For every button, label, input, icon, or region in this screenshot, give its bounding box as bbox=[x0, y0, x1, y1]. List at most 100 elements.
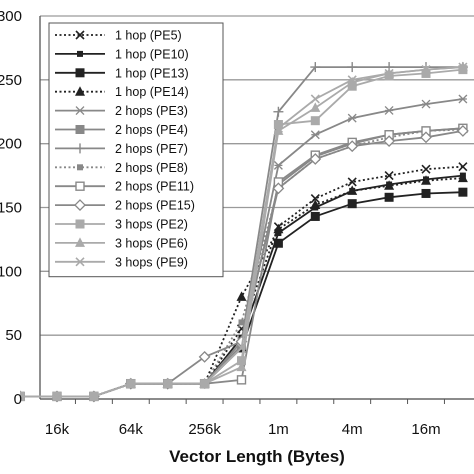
legend-box bbox=[48, 22, 224, 278]
data-point bbox=[273, 120, 283, 130]
data-point bbox=[237, 356, 246, 366]
legend-swatch-marker bbox=[77, 50, 83, 57]
legend-label: 1 hop (PE5) bbox=[115, 29, 182, 43]
legend-label: 2 hops (PE8) bbox=[115, 161, 188, 175]
legend-item: 2 hops (PE11) bbox=[55, 180, 194, 194]
legend-label: 2 hops (PE11) bbox=[115, 180, 194, 194]
data-point bbox=[421, 188, 431, 198]
data-point bbox=[421, 65, 431, 75]
legend-swatch-marker bbox=[74, 199, 86, 212]
data-point bbox=[384, 192, 394, 202]
data-point bbox=[384, 171, 394, 181]
data-point bbox=[273, 238, 283, 248]
data-point bbox=[347, 62, 358, 73]
data-point bbox=[347, 75, 357, 85]
data-point bbox=[309, 153, 322, 165]
data-point bbox=[347, 177, 357, 187]
data-point bbox=[347, 185, 358, 195]
legend-swatch-marker bbox=[75, 143, 85, 154]
data-point bbox=[52, 391, 62, 402]
legend-swatch-marker bbox=[75, 68, 85, 78]
data-point bbox=[126, 379, 136, 389]
x-tick-label: 16m bbox=[411, 421, 440, 438]
series-12 bbox=[20, 62, 468, 402]
data-point bbox=[273, 123, 283, 133]
x-tick-label: 4m bbox=[342, 421, 363, 438]
legend-swatch-marker bbox=[75, 106, 85, 116]
axes bbox=[39, 16, 474, 404]
y-tick-label: 300 bbox=[0, 8, 22, 25]
data-point bbox=[236, 291, 247, 301]
legend-label: 3 hops (PE2) bbox=[115, 218, 188, 232]
data-point bbox=[236, 375, 247, 385]
legend-item: 1 hop (PE10) bbox=[55, 47, 189, 61]
legend-item: 1 hop (PE5) bbox=[55, 29, 182, 43]
data-point bbox=[310, 193, 320, 204]
y-tick-label: 0 bbox=[14, 391, 22, 408]
legend-swatch-marker bbox=[75, 125, 85, 134]
data-point bbox=[421, 175, 431, 185]
series-lines bbox=[20, 61, 469, 403]
data-point bbox=[310, 62, 321, 73]
legend-label: 2 hops (PE7) bbox=[115, 142, 188, 156]
data-point bbox=[163, 379, 173, 389]
legend-label: 2 hops (PE3) bbox=[115, 104, 188, 118]
data-point bbox=[384, 106, 394, 115]
legend-swatch-marker bbox=[75, 86, 85, 96]
data-point bbox=[458, 62, 468, 72]
data-point bbox=[421, 164, 431, 174]
y-tick-label: 50 bbox=[5, 327, 22, 344]
x-axis-label: Vector Length (Bytes) bbox=[169, 447, 345, 466]
data-point bbox=[384, 68, 394, 79]
data-point bbox=[310, 130, 320, 140]
data-point bbox=[310, 199, 321, 209]
data-point bbox=[383, 135, 396, 148]
data-point bbox=[420, 131, 432, 144]
data-point bbox=[238, 319, 245, 326]
legend-item: 2 hops (PE15) bbox=[55, 199, 195, 213]
legend-item: 3 hops (PE2) bbox=[55, 218, 188, 232]
data-point bbox=[272, 182, 285, 195]
y-tick-label: 200 bbox=[0, 136, 22, 153]
legend-swatch-marker bbox=[77, 164, 83, 171]
data-point bbox=[384, 180, 395, 190]
legend-swatch-marker bbox=[75, 237, 85, 247]
legend-label: 2 hops (PE15) bbox=[115, 199, 195, 213]
legend: 1 hop (PE5) 1 hop (PE10) 1 hop (PE13) 1 hop… bbox=[48, 22, 224, 278]
legend-item: 2 hops (PE8) bbox=[55, 161, 188, 175]
data-point bbox=[310, 102, 321, 112]
x-tick-label: 256k bbox=[188, 421, 221, 438]
x-tick-label: 1m bbox=[268, 421, 289, 438]
y-tick-label: 100 bbox=[0, 263, 22, 280]
data-point bbox=[347, 76, 358, 87]
legend-label: 2 hops (PE4) bbox=[115, 123, 188, 137]
data-point bbox=[310, 116, 320, 126]
legend-label: 1 hop (PE10) bbox=[115, 47, 189, 61]
legend-item: 2 hops (PE3) bbox=[55, 104, 188, 118]
data-point bbox=[346, 140, 359, 153]
tick-labels: 0 50 100 150 200 250 300 16k 64k 256k 1m 4m 16m bbox=[0, 8, 441, 438]
legend-item: 2 hops (PE7) bbox=[55, 142, 188, 156]
legend-item: 1 hop (PE13) bbox=[55, 66, 189, 80]
data-point bbox=[310, 211, 320, 221]
x-tick-label: 16k bbox=[45, 421, 70, 438]
data-point bbox=[421, 99, 431, 109]
legend-swatch-marker bbox=[75, 30, 85, 40]
data-point bbox=[347, 199, 357, 209]
legend-item: 1 hop (PE14) bbox=[55, 85, 189, 99]
data-point bbox=[273, 106, 284, 117]
data-point bbox=[236, 361, 247, 372]
legend-item: 3 hops (PE9) bbox=[55, 255, 188, 269]
data-point bbox=[347, 113, 357, 123]
data-point bbox=[198, 350, 211, 363]
data-point bbox=[310, 94, 320, 104]
data-point bbox=[458, 94, 468, 104]
data-point bbox=[273, 160, 283, 170]
data-point bbox=[273, 223, 284, 234]
legend-label: 1 hop (PE13) bbox=[115, 66, 189, 80]
data-point bbox=[200, 379, 210, 389]
data-point bbox=[20, 391, 25, 402]
legend-swatch-marker bbox=[75, 219, 85, 229]
x-tick-label: 64k bbox=[119, 421, 144, 438]
